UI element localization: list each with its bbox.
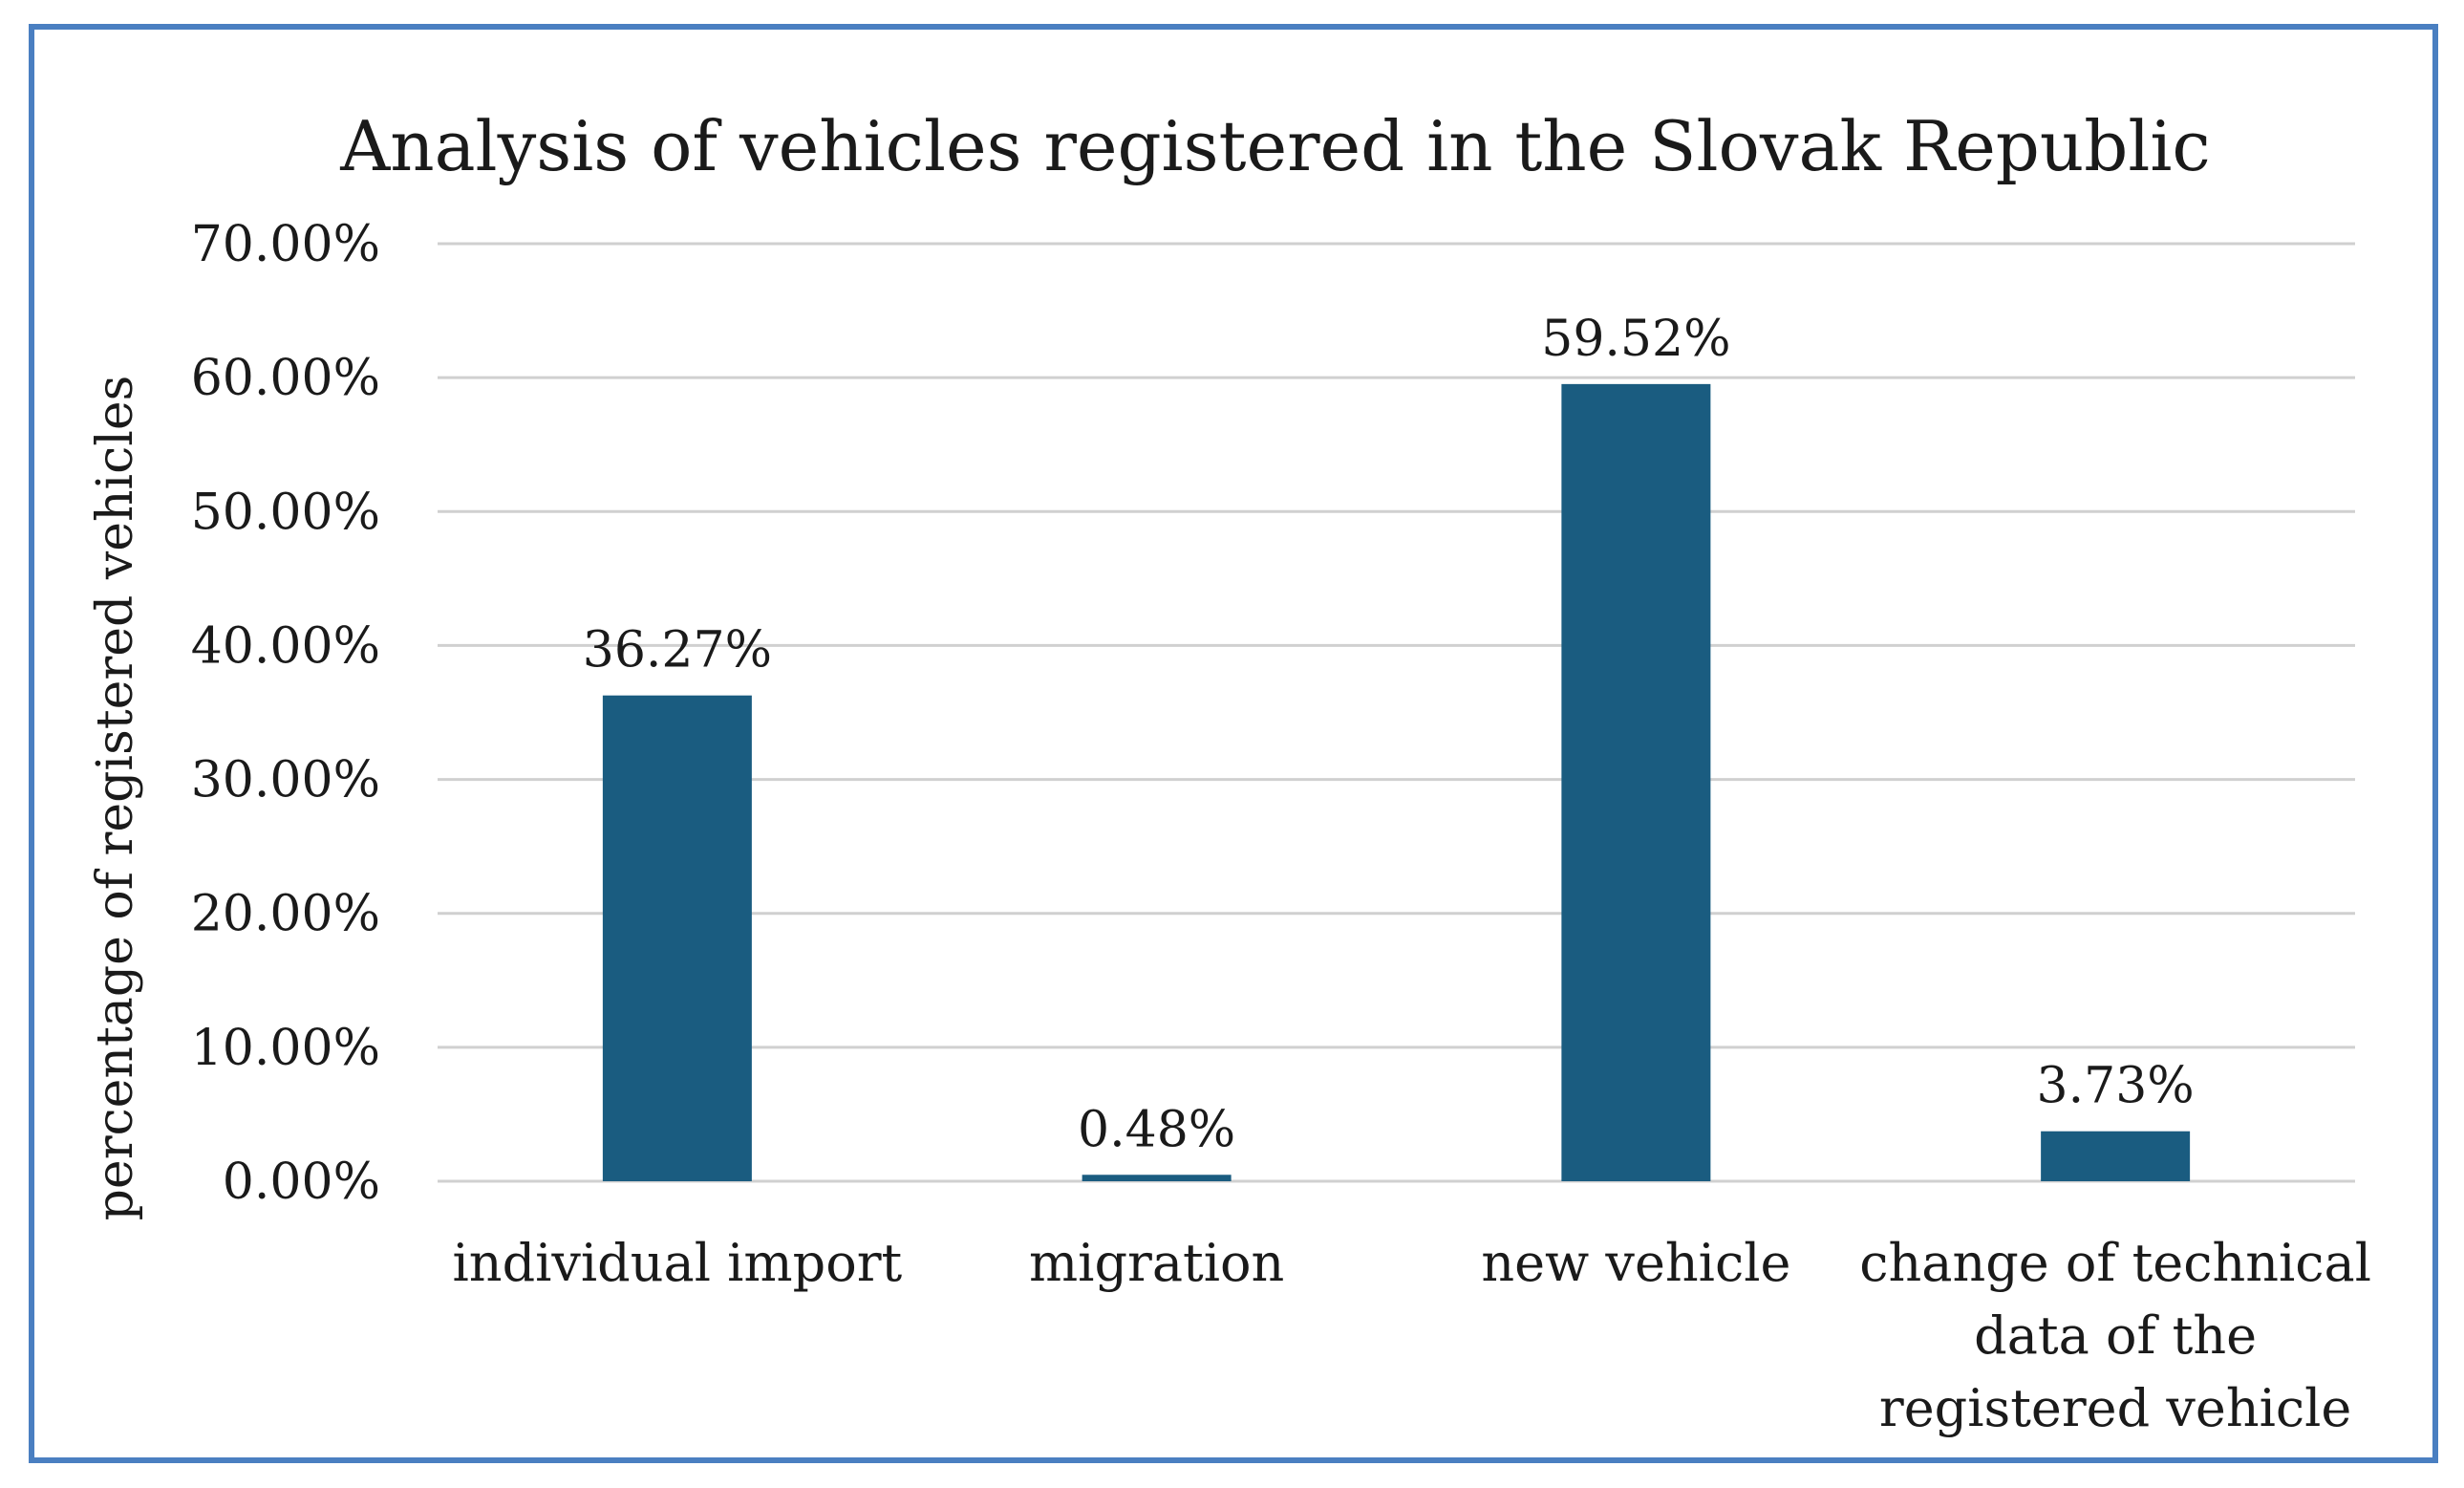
data-labels: 36.27% 0.48% 59.52% 3.73% — [583, 311, 2195, 1158]
y-tick-label: 20.00% — [191, 886, 380, 943]
bar — [2041, 1131, 2191, 1181]
y-tick-label: 70.00% — [191, 216, 380, 273]
gridlines — [438, 242, 2355, 1183]
bars — [602, 383, 2191, 1181]
x-tick-label-line: registered vehicle — [1879, 1378, 2351, 1438]
bar — [1082, 1175, 1232, 1181]
y-axis-label: percentage of registered vehicles — [87, 376, 144, 1221]
x-tick-label: new vehicle — [1481, 1233, 1790, 1293]
bar — [602, 695, 752, 1181]
y-tick-label: 60.00% — [191, 350, 380, 407]
y-tick-label: 30.00% — [191, 752, 380, 809]
y-tick-label: 10.00% — [191, 1020, 380, 1077]
bar — [1561, 383, 1711, 1181]
data-label: 0.48% — [1078, 1101, 1235, 1158]
chart-border — [29, 24, 2438, 1463]
x-tick-label-line: migration — [1029, 1233, 1284, 1293]
x-tick-label-line: new vehicle — [1481, 1233, 1790, 1293]
x-tick-label: individual import — [453, 1233, 903, 1293]
chart-title: Analysis of vehicles registered in the S… — [339, 106, 2210, 186]
y-tick-label: 50.00% — [191, 484, 380, 541]
x-tick-label-line: data of the — [1974, 1305, 2257, 1366]
x-tick-label-line: change of technical — [1859, 1233, 2371, 1293]
x-tick-label: change of technical data of the registered… — [1859, 1233, 2371, 1438]
y-tick-label: 40.00% — [191, 617, 380, 675]
x-tick-label: migration — [1029, 1233, 1284, 1293]
y-tick-labels: 0.00% 10.00% 20.00% 30.00% 40.00% 50.00% 60.00… — [191, 216, 380, 1211]
x-tick-label-line: individual import — [453, 1233, 903, 1293]
data-label: 59.52% — [1541, 311, 1730, 368]
data-label: 36.27% — [583, 622, 772, 679]
data-label: 3.73% — [2037, 1058, 2195, 1115]
y-tick-label: 0.00% — [223, 1154, 380, 1211]
x-tick-labels: individual import migration new vehicle cha… — [453, 1233, 2372, 1438]
